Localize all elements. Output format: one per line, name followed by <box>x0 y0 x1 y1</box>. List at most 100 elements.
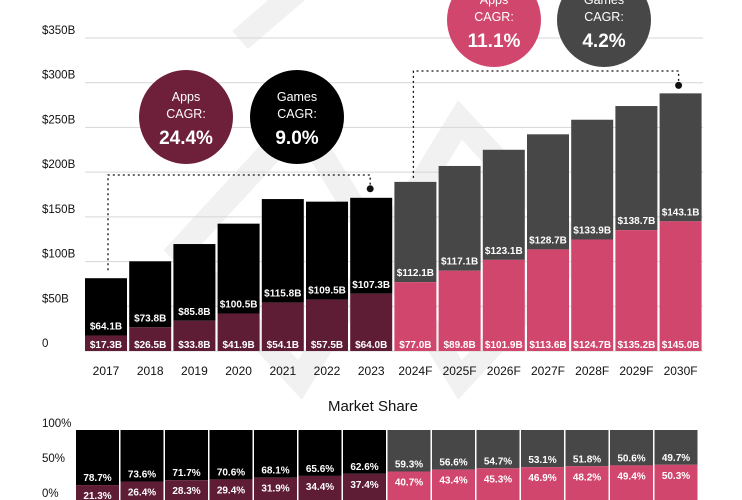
games-value-label: $107.3B <box>352 280 390 291</box>
apps-bar-segment <box>659 221 702 351</box>
games-value-label: $143.1B <box>662 207 700 218</box>
cagr-annotations: Apps CAGR: 24.4% Games CAGR: 9.0% Apps CAGR: 11.… <box>139 0 651 164</box>
cagr-value: 11.1% <box>468 31 521 52</box>
games-share-label: 53.1% <box>528 455 556 466</box>
games-bar-segment <box>659 93 702 222</box>
apps-bar-segment <box>438 270 481 351</box>
apps-bar-segment <box>217 313 260 351</box>
cagr-caption: CAGR: <box>166 107 206 121</box>
games-bar-segment <box>350 197 393 294</box>
games-share-segment <box>343 430 386 474</box>
games-bar-segment <box>571 119 614 240</box>
x-tick-label: 2017 <box>93 364 120 378</box>
games-share-label: 50.6% <box>617 453 645 464</box>
apps-bar-segment <box>129 327 172 351</box>
apps-value-label: $41.9B <box>222 340 254 351</box>
apps-bar-segment <box>482 259 525 351</box>
cagr-bubble <box>250 70 344 164</box>
games-share-segment <box>654 430 698 465</box>
apps-bar-segment <box>85 335 127 351</box>
games-value-label: $138.7B <box>617 216 655 227</box>
apps-value-label: $64.0B <box>355 340 387 351</box>
x-tick-label: 2018 <box>137 364 164 378</box>
games-bar-segment <box>394 181 437 283</box>
market-share-title: Market Share <box>328 398 418 415</box>
games-value-label: $133.9B <box>573 225 611 236</box>
apps-value-label: $77.0B <box>399 340 431 351</box>
games-bar-segment <box>85 278 127 336</box>
games-bar-segment <box>306 201 348 300</box>
x-tick-label: 2022 <box>314 364 341 378</box>
apps-value-label: $101.9B <box>485 340 523 351</box>
x-tick-label: 2021 <box>269 364 296 378</box>
games-share-segment <box>120 430 164 482</box>
games-value-label: $64.1B <box>90 322 122 333</box>
apps-share-segment <box>432 469 475 500</box>
games-bar-segment <box>261 199 304 303</box>
cagr-bubble <box>139 70 233 164</box>
apps-value-label: $57.5B <box>311 340 343 351</box>
games-share-label: 56.6% <box>439 458 467 469</box>
games-share-label: 49.7% <box>662 453 690 464</box>
cagr-category-label: Games <box>584 0 624 7</box>
apps-share-segment <box>209 479 253 500</box>
y-tick-label: 0 <box>42 338 48 350</box>
games-value-label: $117.1B <box>441 257 478 268</box>
games-share-segment <box>165 430 208 481</box>
y-tick-label: $50B <box>42 293 69 305</box>
games-share-label: 59.3% <box>395 460 423 471</box>
games-bar-segment <box>173 244 216 321</box>
top-chart-bars: $64.1B $17.3B $73.8B $26.5B $85.8B $33.8B $100… <box>85 93 702 351</box>
apps-share-segment <box>387 471 431 500</box>
games-share-label: 73.6% <box>128 470 156 481</box>
apps-value-label: $124.7B <box>573 340 611 351</box>
games-share-label: 62.6% <box>350 462 378 473</box>
apps-share-label: 43.4% <box>439 476 467 487</box>
apps-value-label: $17.3B <box>90 340 122 351</box>
apps-bar-segment <box>394 282 437 351</box>
apps-value-label: $54.1B <box>267 340 299 351</box>
apps-bar-segment <box>173 320 216 351</box>
apps-bar-segment <box>615 230 658 351</box>
x-tick-label: 2028F <box>575 364 609 378</box>
cagr-caption: CAGR: <box>474 10 514 24</box>
games-share-segment <box>476 430 520 469</box>
historical-cagr-bracket <box>107 174 371 271</box>
apps-value-label: $145.0B <box>662 340 700 351</box>
share-y-tick-label: 0% <box>42 488 59 500</box>
cagr-connectors <box>107 70 683 271</box>
games-share-segment <box>254 430 297 478</box>
apps-share-label: 48.2% <box>573 472 601 483</box>
cagr-caption: CAGR: <box>584 10 624 24</box>
apps-bar-segment <box>350 293 393 351</box>
cagr-value: 24.4% <box>159 128 213 149</box>
apps-share-label: 50.3% <box>662 471 690 482</box>
apps-share-label: 21.3% <box>83 491 111 500</box>
games-share-label: 65.6% <box>306 464 334 475</box>
games-value-label: $85.8B <box>178 307 210 318</box>
games-bar-segment <box>482 149 525 260</box>
games-share-segment <box>610 430 653 466</box>
games-value-label: $112.1B <box>397 268 434 279</box>
y-tick-label: $350B <box>42 25 76 37</box>
share-y-tick-label: 50% <box>42 453 65 465</box>
games-value-label: $128.7B <box>529 235 567 246</box>
apps-bar-segment <box>571 239 614 351</box>
apps-share-label: 29.4% <box>217 485 245 496</box>
apps-share-label: 49.4% <box>617 471 645 482</box>
y-tick-label: $250B <box>42 114 76 126</box>
games-share-label: 78.7% <box>83 473 111 484</box>
apps-bar-segment <box>261 302 304 351</box>
apps-value-label: $113.6B <box>529 340 566 351</box>
apps-share-label: 31.9% <box>261 484 289 495</box>
apps-share-segment <box>476 468 520 500</box>
apps-share-segment <box>76 485 119 500</box>
apps-share-label: 26.4% <box>128 488 156 499</box>
market-share-y-axis: 0% 50% 100% <box>42 418 71 500</box>
cagr-category-label: Games <box>277 90 317 104</box>
games-share-segment <box>76 430 119 486</box>
apps-share-segment <box>654 464 698 500</box>
bracket-end-dot <box>675 81 683 89</box>
apps-share-segment <box>298 475 342 500</box>
